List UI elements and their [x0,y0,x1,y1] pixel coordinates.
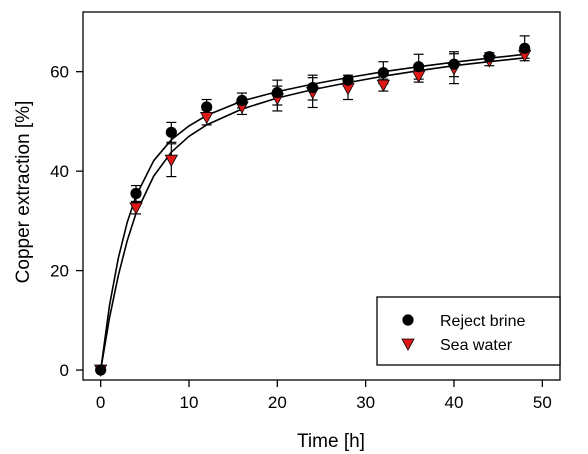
x-tick-label: 10 [180,393,199,412]
data-point-reject-brine [95,364,107,376]
y-tick-label: 0 [60,361,69,380]
data-point-sea-water [376,79,391,92]
data-point-reject-brine [519,42,531,54]
data-point-reject-brine [483,51,495,63]
data-point-reject-brine [165,126,177,138]
legend-marker-reject-brine [402,314,414,326]
data-point-reject-brine [342,74,354,86]
legend-box [376,296,561,366]
data-point-reject-brine [201,101,213,113]
fit-curves [99,53,525,371]
x-tick-label: 50 [533,393,552,412]
legend-label-sea-water: Sea water [440,337,513,354]
y-tick-label: 40 [50,162,69,181]
data-point-sea-water [164,154,179,168]
data-point-reject-brine [236,94,248,107]
plot-area [82,11,561,381]
x-tick-label: 30 [356,393,375,412]
data-point-reject-brine [377,67,389,79]
legend: Reject brine Sea water [376,296,561,366]
y-axis: 0 20 40 60 [50,63,83,380]
y-tick-label: 20 [50,262,69,281]
data-point-reject-brine [448,58,460,70]
legend-label-reject-brine: Reject brine [440,313,525,330]
data-point-reject-brine [413,61,425,73]
y-tick-label: 60 [50,63,69,82]
fit-curve-sea-water [99,57,525,371]
data-point-reject-brine [130,187,142,200]
data-markers [93,42,532,377]
plot-frame [82,11,561,381]
data-point-reject-brine [307,81,319,94]
data-point-sea-water [129,202,143,215]
x-axis: 0 10 20 30 40 50 [96,380,552,412]
x-axis-label: Time [h] [297,431,365,452]
legend-marker-sea-water [401,338,415,351]
y-axis-label: Copper extraction [%] [13,101,34,284]
x-tick-label: 0 [96,393,105,412]
x-tick-label: 40 [445,393,464,412]
fit-curve-reject-brine [99,53,525,371]
data-point-reject-brine [271,86,283,99]
x-tick-label: 20 [268,393,287,412]
